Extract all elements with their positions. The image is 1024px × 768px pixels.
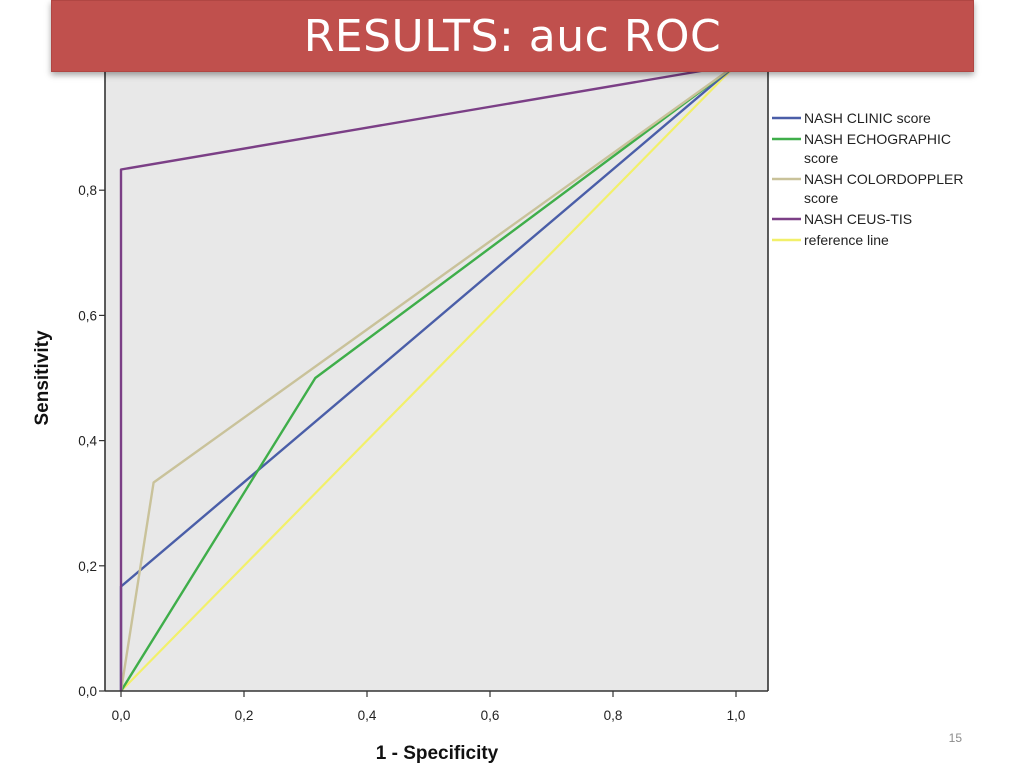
- legend-label: NASH CEUS-TIS: [804, 211, 912, 227]
- x-tick-label: 0,8: [604, 708, 623, 723]
- legend-item: NASH ECHOGRAPHIC score: [772, 131, 951, 166]
- y-tick-label: 0,4: [78, 434, 97, 449]
- x-axis-title: 1 - Specificity: [376, 743, 499, 764]
- x-tick-label: 0,4: [358, 708, 377, 723]
- y-axis-title: Sensitivity: [32, 330, 53, 425]
- legend-label: NASH ECHOGRAPHIC: [804, 131, 951, 147]
- page-number: 15: [948, 731, 962, 745]
- series-line-nash-ceus-tis: [119, 63, 737, 691]
- legend-item: NASH CLINIC score: [772, 110, 931, 126]
- legend-label: score: [804, 190, 838, 206]
- series-line-reference-line: [120, 64, 737, 692]
- x-tick-label: 0,2: [235, 708, 254, 723]
- legend-label: NASH CLINIC score: [804, 110, 931, 126]
- y-tick-label: 0,6: [78, 308, 97, 323]
- plot-area: [105, 65, 768, 691]
- x-tick-label: 0,6: [481, 708, 500, 723]
- y-tick-label: 0,2: [78, 559, 97, 574]
- legend-label: score: [804, 150, 838, 166]
- legend-item: NASH CEUS-TIS: [772, 211, 912, 227]
- x-tick-label: 0,0: [112, 708, 131, 723]
- slide-title: RESULTS: auc ROC: [303, 10, 722, 62]
- series-line-nash-colordoppler-score: [119, 64, 737, 692]
- title-banner: RESULTS: auc ROC: [51, 0, 974, 72]
- legend-item: reference line: [772, 232, 889, 248]
- x-tick-label: 1,0: [727, 708, 746, 723]
- axes-layer: 0,0 0,2 0,4 0,6 0,8 1,0 0,0 0,2 0,4 0,6 0,8: [78, 65, 769, 723]
- y-tick-label: 0,0: [78, 684, 97, 699]
- series-layer: [119, 63, 737, 692]
- legend-label: reference line: [804, 232, 889, 248]
- y-tick-label: 0,8: [78, 183, 97, 198]
- series-line-nash-echographic-score: [119, 64, 737, 692]
- legend-item: NASH COLORDOPPLER score: [772, 171, 963, 206]
- legend-label: NASH COLORDOPPLER: [804, 171, 963, 187]
